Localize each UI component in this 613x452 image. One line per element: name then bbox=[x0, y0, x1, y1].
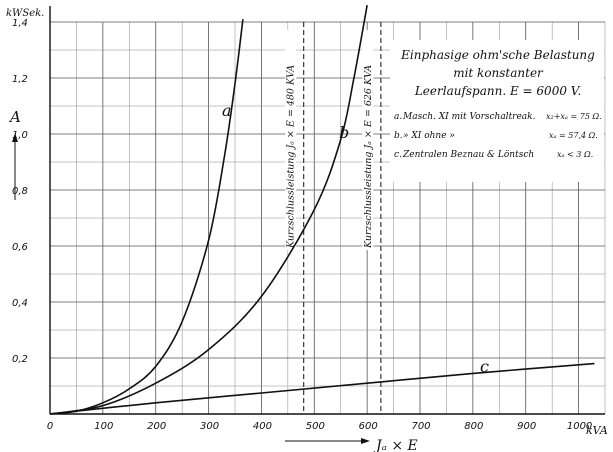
reference-lines: Kurzschlussleistung Jₐ × E = 480 KVA Kurz… bbox=[285, 22, 382, 414]
legend-box: Einphasige ohm'sche Belastung mit konsta… bbox=[390, 40, 604, 182]
series-label-a: a bbox=[222, 101, 232, 120]
y-tick-label: 1,0 bbox=[12, 130, 28, 141]
x-tick-label: 800 bbox=[464, 421, 483, 432]
x-tick-label: 500 bbox=[306, 421, 325, 432]
curve-b bbox=[49, 5, 368, 415]
x-axis-label: Jₐ × E bbox=[373, 438, 418, 452]
curve-a bbox=[49, 19, 244, 415]
y-tick-label: 0,2 bbox=[12, 354, 28, 365]
legend-title-line-1: Einphasige ohm'sche Belastung bbox=[400, 48, 595, 62]
legend-title-line-2: mit konstanter bbox=[453, 66, 544, 80]
axes bbox=[49, 6, 605, 415]
legend-key-c: c. bbox=[394, 150, 402, 160]
y-tick-label: 1,4 bbox=[12, 18, 28, 29]
x-tick-label: 300 bbox=[200, 421, 219, 432]
legend-text-b: » XI ohne » bbox=[403, 131, 455, 141]
reference-label: Kurzschlussleistung Jₐ × E = 480 KVA bbox=[286, 65, 297, 249]
x-tick-label: 200 bbox=[147, 421, 166, 432]
legend-title-line-3: Leerlaufspann. E = 6000 V. bbox=[414, 84, 581, 98]
x-tick-label: 900 bbox=[517, 421, 536, 432]
series-label-b: b bbox=[339, 123, 349, 142]
legend-key-b: b. bbox=[394, 131, 403, 141]
y-unit-label: kWSek. bbox=[6, 8, 44, 19]
y-axis-label: A bbox=[8, 108, 21, 126]
x-tick-label: 100 bbox=[94, 421, 113, 432]
curve-c bbox=[49, 362, 595, 415]
x-unit-label: kVA bbox=[586, 424, 608, 437]
curves: a b c bbox=[49, 5, 595, 415]
tick-labels: 0 100 200 300 400 500 600 700 800 900 1000 0,2 0,4 0,… bbox=[12, 18, 592, 432]
legend-formula-b: xₐ = 57,4 Ω. bbox=[549, 131, 598, 140]
legend-formula-c: xₐ < 3 Ω. bbox=[557, 150, 593, 159]
legend-key-a: a. bbox=[394, 112, 402, 122]
y-tick-label: 0,6 bbox=[12, 242, 28, 253]
y-tick-label: 1,2 bbox=[12, 74, 28, 85]
reference-label: Kurzschlussleistung Jₐ × E = 626 KVA bbox=[363, 65, 374, 249]
x-tick-label: 1000 bbox=[567, 421, 592, 432]
y-tick-label: 0,4 bbox=[12, 298, 28, 309]
series-label-c: c bbox=[480, 357, 489, 376]
x-axis-arrow bbox=[285, 438, 370, 444]
legend-text-c: Zentralen Beznau & Löntsch bbox=[402, 150, 534, 160]
x-tick-label: 0 bbox=[47, 421, 53, 432]
y-axis-arrow bbox=[12, 133, 18, 200]
x-tick-label: 400 bbox=[253, 421, 272, 432]
x-tick-label: 600 bbox=[359, 421, 378, 432]
legend-formula-a: x₂+xₐ = 75 Ω. bbox=[546, 112, 602, 121]
legend-text-a: Masch. XI mit Vorschaltreak. bbox=[402, 112, 536, 122]
y-tick-label: 0,8 bbox=[12, 186, 28, 197]
x-tick-label: 700 bbox=[411, 421, 430, 432]
